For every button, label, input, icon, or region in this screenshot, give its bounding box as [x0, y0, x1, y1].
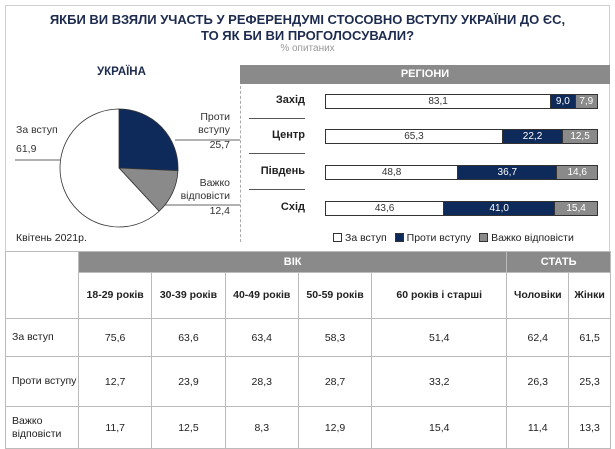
table-cell: 13,3 — [568, 406, 611, 449]
legend-label: За вступ — [345, 232, 387, 244]
pie-label: Важко відповісти 12,4 — [160, 177, 230, 218]
legend-item-for: За вступ — [333, 232, 387, 244]
row-divider — [249, 153, 305, 154]
bar-segment: 41,0 — [444, 202, 556, 215]
pie-label-text: вступу — [198, 124, 230, 136]
pie-label-text: За вступ — [16, 124, 58, 136]
table-cell: 51,4 — [371, 318, 508, 357]
pie-label-text: Важко — [199, 177, 230, 189]
group-header-age: ВІК — [77, 251, 508, 273]
region-label: Захід — [275, 94, 305, 106]
corner-cell — [5, 251, 79, 319]
bar-segment: 43,6 — [326, 202, 445, 215]
table-cell: 12,9 — [297, 406, 373, 449]
stacked-bar: 65,3 22,2 12,5 — [325, 129, 598, 144]
title-line-2: ТО ЯК БИ ВИ ПРОГОЛОСУВАЛИ? — [200, 28, 415, 43]
row-label: Важко відповісти — [5, 406, 79, 449]
stacked-bar: 43,6 41,0 15,4 — [325, 201, 598, 216]
table-row: Проти вступу 12,7 23,9 28,3 28,7 33,2 26,3 25,3 — [5, 356, 611, 407]
pie-value: 61,9 — [16, 143, 37, 155]
pie-value: 25,7 — [209, 139, 230, 151]
region-label: Південь — [260, 165, 305, 177]
table-cell: 28,3 — [224, 356, 299, 407]
column-header: Жінки — [568, 272, 611, 319]
table-cell: 33,2 — [371, 356, 508, 407]
bar-segment: 48,8 — [326, 166, 459, 179]
legend-swatch — [479, 233, 489, 242]
table-cell: 12,5 — [151, 406, 226, 449]
survey-date: Квітень 2021р. — [16, 232, 87, 244]
title-line-1: ЯКБИ ВИ ВЗЯЛИ УЧАСТЬ У РЕФЕРЕНДУМІ СТОСО… — [49, 12, 566, 27]
table-cell: 25,3 — [568, 356, 611, 407]
pie-label-text: відповісти — [180, 190, 230, 202]
row-label: Проти вступу — [5, 356, 79, 407]
row-divider — [249, 189, 305, 190]
column-header: 18-29 років — [77, 272, 153, 319]
column-header: 40-49 років — [224, 272, 299, 319]
pie-title: УКРАЇНА — [97, 66, 146, 78]
legend: За вступ Проти вступу Важко відповісти — [333, 232, 574, 244]
bar-segment: 12,5 — [563, 130, 597, 143]
table-cell: 23,9 — [151, 356, 226, 407]
region-label: Центр — [271, 129, 305, 141]
group-header-sex: СТАТЬ — [506, 251, 611, 273]
legend-label: Проти вступу — [406, 232, 472, 244]
table-cell: 15,4 — [371, 406, 508, 449]
region-label: Схід — [280, 201, 305, 213]
table-cell: 63,4 — [224, 318, 299, 357]
table-row: Важко відповісти 11,7 12,5 8,3 12,9 15,4 11,4 1… — [5, 406, 611, 449]
table-cell: 63,6 — [151, 318, 226, 357]
pie-slice — [118, 108, 179, 172]
bar-segment: 7,9 — [575, 95, 597, 108]
bar-segment: 36,7 — [458, 166, 558, 179]
row-divider — [249, 118, 305, 119]
demographics-table: ВІК СТАТЬ 18-29 років 30-39 років 40-49 ро… — [5, 251, 611, 449]
pie-value: 12,4 — [209, 205, 230, 217]
column-header: 60 років і старші — [371, 272, 508, 319]
bar-segment: 9,0 — [551, 95, 576, 108]
pie-label: Проти вступу 25,7 — [180, 111, 230, 152]
legend-item-hard: Важко відповісти — [479, 232, 574, 244]
pie-label: За вступ 61,9 — [16, 124, 76, 156]
column-header: 30-39 років — [151, 272, 226, 319]
table-cell: 61,5 — [568, 318, 611, 357]
table-cell: 12,7 — [77, 356, 153, 407]
pie-chart — [15, 108, 240, 228]
legend-item-against: Проти вступу — [394, 232, 472, 244]
bar-segment: 65,3 — [326, 130, 503, 143]
bar-segment: 15,4 — [555, 202, 597, 215]
regions-header: РЕГІОНИ — [240, 65, 610, 84]
table-cell: 26,3 — [506, 356, 570, 407]
stacked-bar: 48,8 36,7 14,6 — [325, 165, 598, 180]
table-row: За вступ 75,6 63,6 63,4 58,3 51,4 62,4 61,5 — [5, 318, 611, 357]
table-cell: 8,3 — [224, 406, 299, 449]
table-cell: 58,3 — [297, 318, 373, 357]
legend-label: Важко відповісти — [491, 232, 574, 244]
subtitle: % опитаних — [280, 43, 335, 54]
table-cell: 11,4 — [506, 406, 570, 449]
pie-slice — [59, 108, 160, 228]
bar-segment: 83,1 — [326, 95, 552, 108]
bar-segment: 14,6 — [557, 166, 597, 179]
table-cell: 28,7 — [297, 356, 373, 407]
bar-segment: 22,2 — [502, 130, 564, 143]
legend-swatch — [333, 233, 342, 242]
row-label: За вступ — [5, 318, 79, 357]
divider-dashed — [240, 86, 241, 242]
stacked-bar: 83,1 9,0 7,9 — [325, 94, 598, 109]
legend-swatch — [394, 233, 404, 242]
table-cell: 75,6 — [77, 318, 153, 357]
chart-frame — [5, 5, 610, 251]
pie-label-text: Проти — [200, 111, 230, 123]
column-header: 50-59 років — [297, 272, 373, 319]
column-header: Чоловіки — [506, 272, 570, 319]
table-cell: 11,7 — [77, 406, 153, 449]
table-cell: 62,4 — [506, 318, 570, 357]
